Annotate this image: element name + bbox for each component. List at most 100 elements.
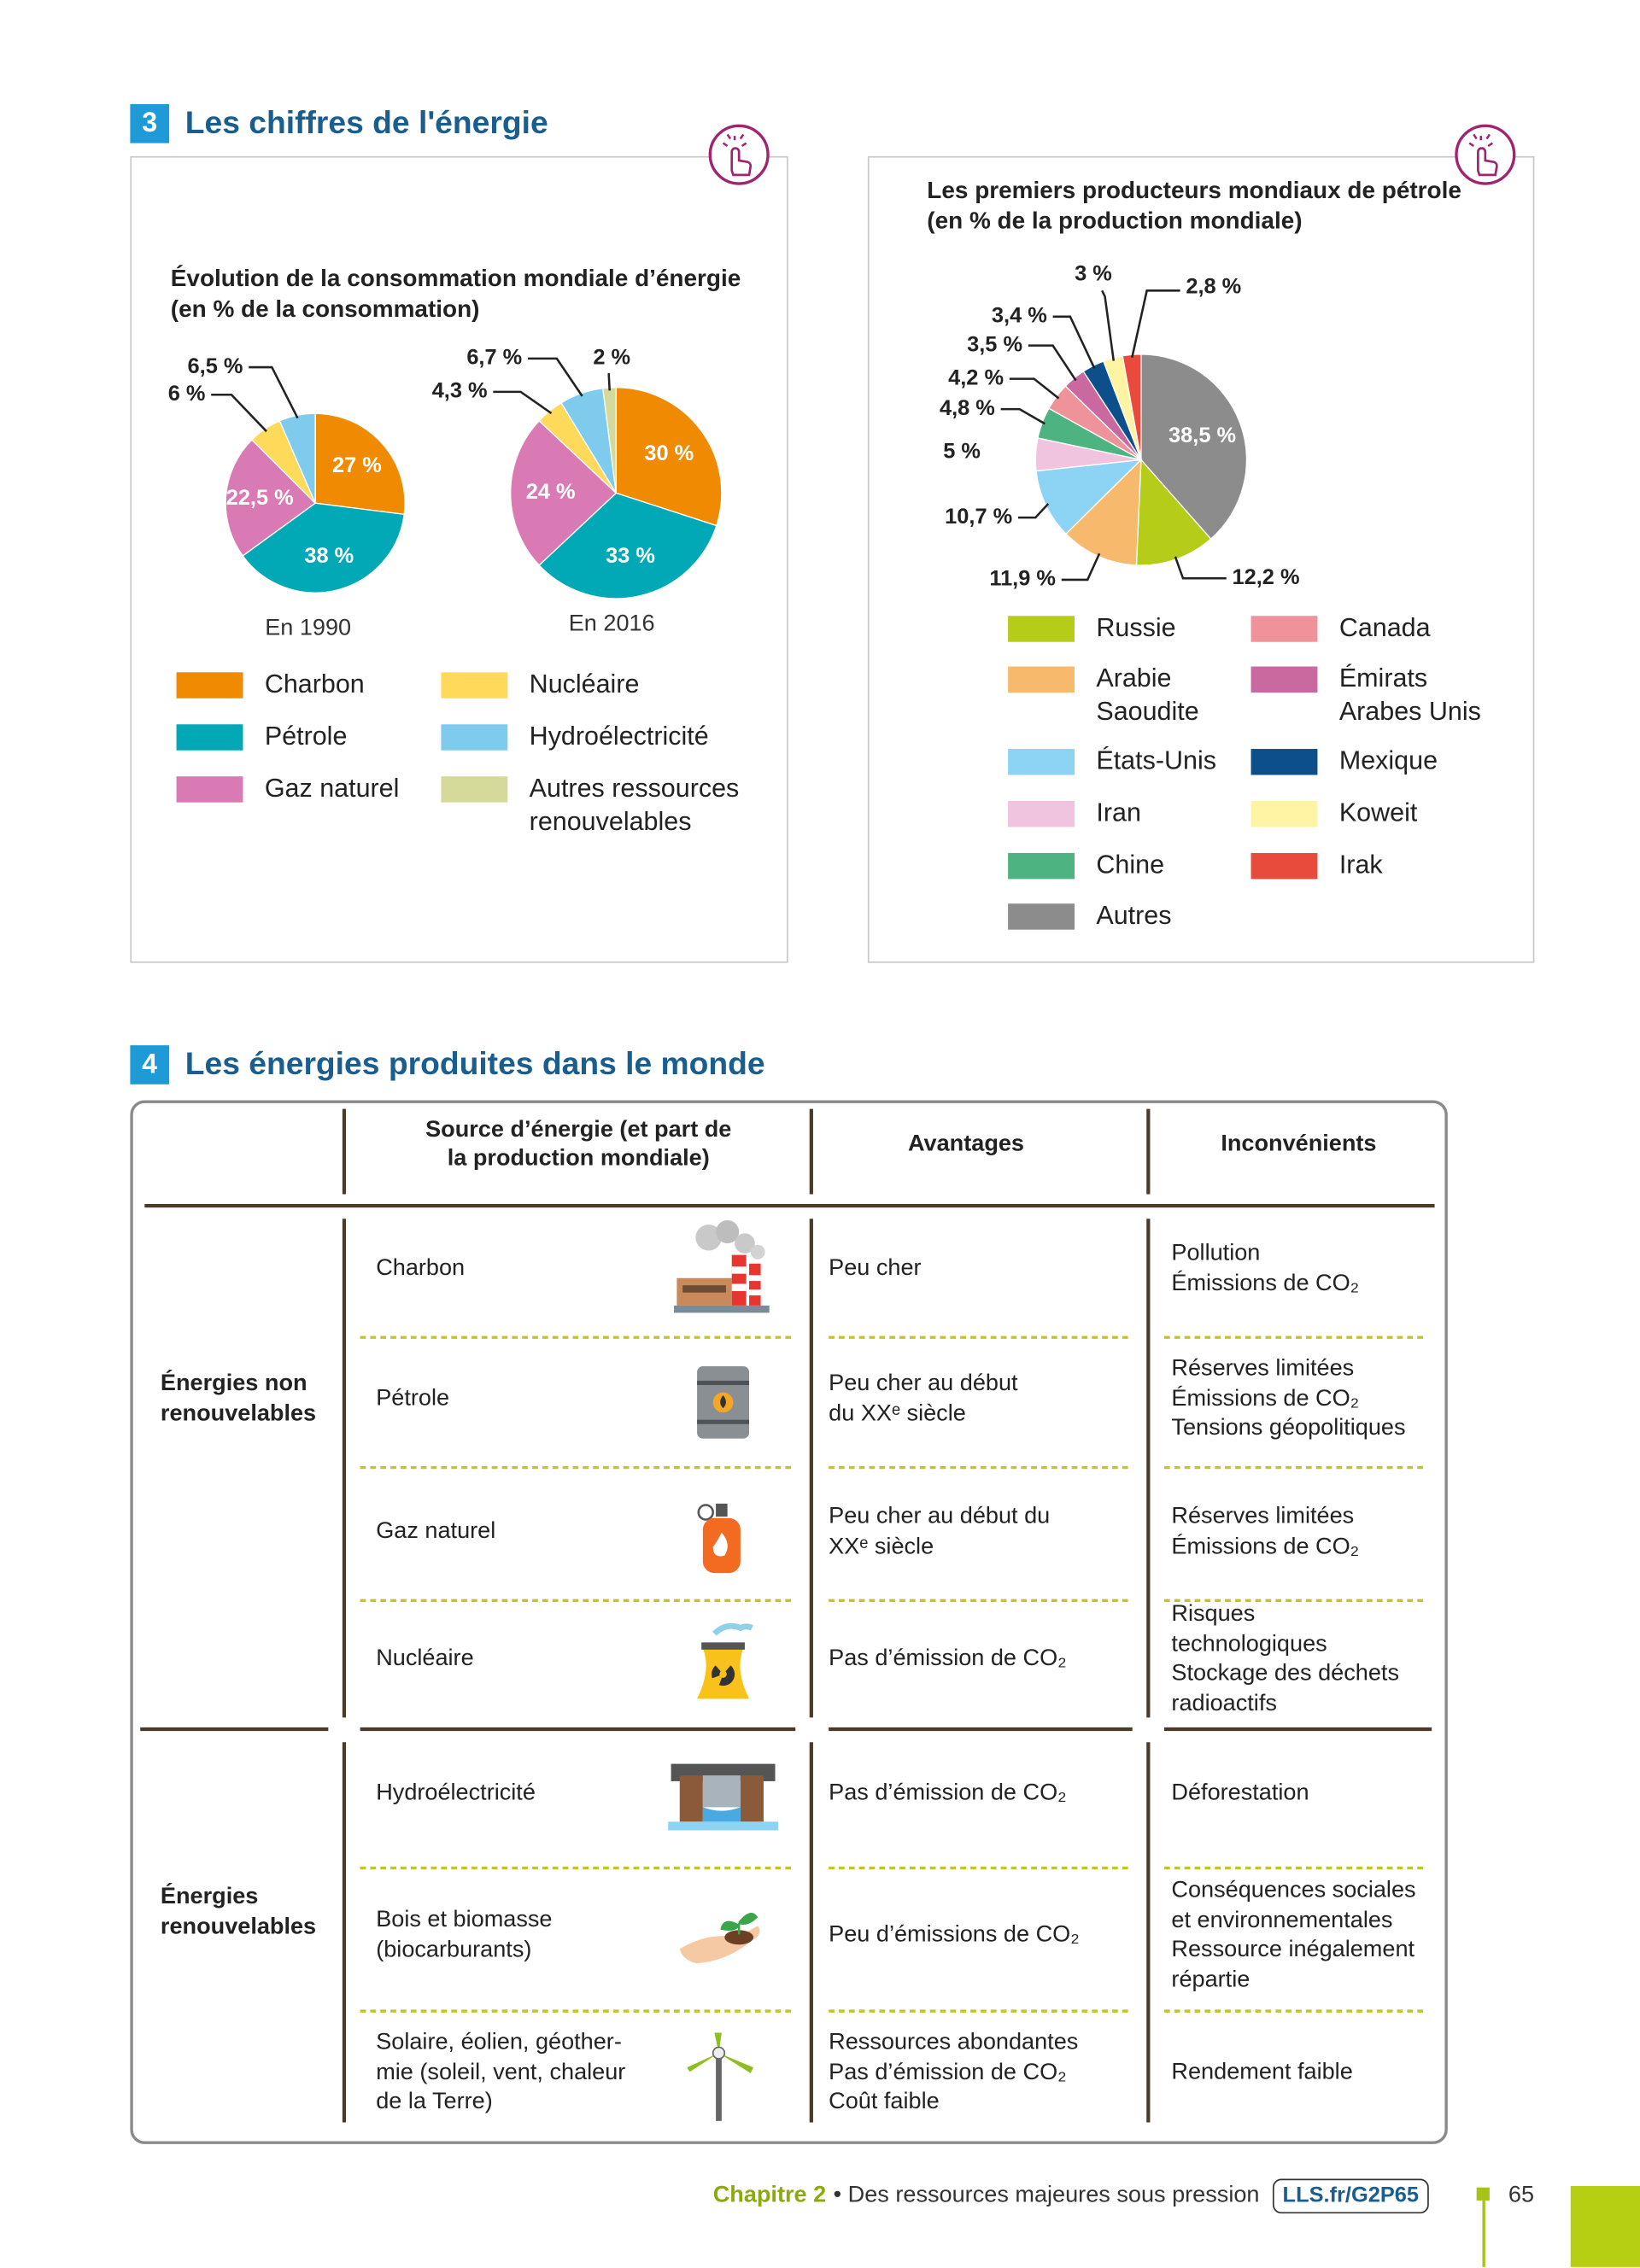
touch-icon[interactable]: [1455, 124, 1516, 185]
legend-swatch: [1250, 616, 1318, 642]
slice-label: 3 %: [1075, 261, 1112, 285]
legend-label: Arabie Saoudite: [1096, 663, 1199, 726]
slice-label: 24 %: [526, 480, 576, 504]
drawbacks-cell: Réserves limitées Émissions de CO₂ Tensi…: [1171, 1356, 1406, 1441]
source-cell: Solaire, éolien, géother- mie (soleil, v…: [376, 2030, 626, 2114]
slice-label: 4,3 %: [432, 379, 488, 403]
advantages-cell: Peu cher: [829, 1255, 922, 1281]
slice-label: 5 %: [943, 440, 981, 464]
pie-slice: [242, 502, 406, 593]
nuclear-icon: [697, 1622, 753, 1699]
slice-label: 30 %: [644, 441, 694, 465]
legend-swatch: [1008, 749, 1075, 775]
legend-swatch: [1008, 616, 1075, 642]
pie-slice: [510, 419, 618, 566]
source-cell: Bois et biomasse (biocarburants): [376, 1908, 553, 1962]
drawbacks-cell: Pollution Émissions de CO₂: [1171, 1241, 1360, 1296]
legend-label: Émirats Arabes Unis: [1338, 663, 1481, 726]
pie-caption: En 1990: [265, 614, 351, 640]
legend-label: Nucléaire: [529, 669, 640, 699]
table-header: Inconvénients: [1221, 1131, 1377, 1157]
leader-line: [1017, 503, 1050, 519]
source-cell: Charbon: [376, 1255, 466, 1281]
slice-label: 3,5 %: [967, 332, 1022, 356]
table-header: Avantages: [907, 1131, 1024, 1157]
slice-label: 11,9 %: [989, 567, 1056, 591]
footer-mark: [1476, 2187, 1490, 2201]
legend-swatch: [1250, 666, 1318, 693]
legend-swatch: [1008, 800, 1075, 827]
advantages-cell: Peu d’émissions de CO₂: [829, 1922, 1080, 1948]
legend-label: Charbon: [264, 669, 365, 699]
source-cell: Hydroélectricité: [376, 1780, 536, 1806]
drawbacks-cell: Déforestation: [1171, 1780, 1309, 1806]
slice-label: 27 %: [332, 453, 382, 477]
legend-swatch: [441, 724, 508, 751]
footer-chapter: Chapitre 2: [712, 2183, 827, 2208]
source-cell: Pétrole: [376, 1386, 450, 1412]
gas-icon: [697, 1503, 741, 1574]
wind-icon: [687, 2032, 754, 2121]
legend-swatch: [1250, 749, 1318, 775]
footer-subtitle: • Des ressources majeures sous pression: [833, 2183, 1260, 2208]
legend-label: Autres ressources renouvelables: [529, 773, 740, 836]
drawbacks-cell: Réserves limitées Émissions de CO₂: [1171, 1504, 1360, 1559]
leader-line: [1061, 552, 1101, 582]
group-label: Énergies renouvelables: [160, 1884, 317, 1939]
legend-label: Canada: [1338, 612, 1431, 642]
slice-label: 33 %: [606, 544, 655, 568]
factory-icon: [673, 1219, 770, 1313]
table-header: Source d’énergie (et part de la producti…: [425, 1117, 732, 1172]
legend-swatch: [1250, 852, 1318, 880]
legend-label: Pétrole: [264, 721, 348, 751]
leader-line: [1009, 377, 1060, 400]
legend-swatch: [1008, 903, 1075, 930]
legend-swatch: [176, 672, 243, 699]
source-cell: Gaz naturel: [376, 1519, 496, 1544]
drawbacks-cell: Rendement faible: [1171, 2060, 1353, 2085]
slice-label: 12,2 %: [1233, 565, 1300, 589]
legend-swatch: [441, 672, 508, 699]
footer-link[interactable]: LLS.fr/G2P65: [1272, 2178, 1429, 2214]
slice-label: 38 %: [304, 544, 354, 568]
footer: Chapitre 2 • Des ressources majeures sou…: [712, 2178, 1429, 2214]
pie-caption: En 2016: [569, 610, 655, 636]
slice-label: 2,8 %: [1186, 275, 1241, 299]
leader-line: [1052, 315, 1096, 369]
barrel-icon: [697, 1365, 750, 1439]
advantages-cell: Peu cher au début du XXᵉ siècle: [829, 1371, 1018, 1426]
dam-icon: [668, 1763, 778, 1831]
source-cell: Nucléaire: [376, 1646, 474, 1671]
legend-swatch: [176, 724, 243, 751]
leader-line: [211, 393, 267, 433]
legend-swatch: [1008, 666, 1075, 693]
touch-icon[interactable]: [708, 124, 770, 185]
section-title: Les chiffres de l'énergie: [184, 103, 548, 141]
slice-label: 2 %: [593, 346, 630, 370]
leader-line: [1131, 289, 1180, 358]
advantages-cell: Pas d’émission de CO₂: [829, 1780, 1067, 1806]
leader-line: [527, 357, 583, 397]
table-frame: [130, 1100, 1448, 2144]
legend-label: Autres: [1096, 900, 1172, 930]
slice-label: 3,4 %: [992, 303, 1047, 327]
slice-label: 22,5 %: [226, 486, 294, 510]
chart-title: Les premiers producteurs mondiaux de pét…: [927, 178, 1461, 235]
legend-swatch: [176, 776, 243, 803]
legend-label: Iran: [1096, 798, 1141, 827]
pie-slice: [1140, 354, 1248, 541]
legend-swatch: [441, 776, 508, 803]
pie-slice: [225, 439, 317, 557]
chart-box: [867, 155, 1535, 963]
section-number: 3: [130, 103, 170, 143]
drawbacks-cell: Conséquences sociales et environnemental…: [1171, 1878, 1416, 1992]
page-number: 65: [1508, 2183, 1535, 2208]
leader-line: [1028, 344, 1077, 382]
plant-icon: [679, 1913, 760, 1964]
slice-label: 6,7 %: [466, 346, 522, 370]
legend-label: Gaz naturel: [264, 773, 400, 803]
legend-swatch: [1008, 852, 1075, 880]
leader-line: [249, 365, 299, 419]
